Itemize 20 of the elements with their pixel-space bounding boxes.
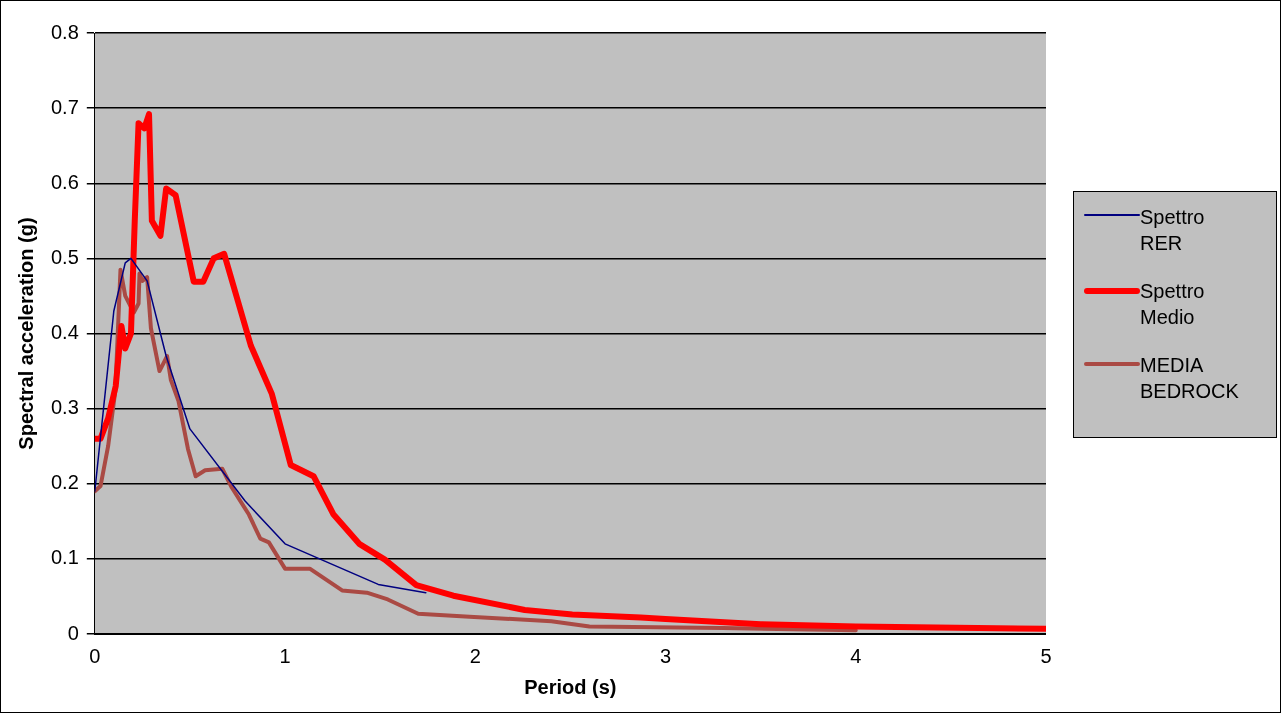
x-tick-label: 5 xyxy=(1040,644,1052,667)
y-tick-label: 0.6 xyxy=(50,170,79,193)
x-tick-label: 2 xyxy=(469,644,481,667)
y-tick-label: 0.8 xyxy=(50,20,79,43)
x-tick-label: 4 xyxy=(850,644,862,667)
y-tick-label: 0.3 xyxy=(50,396,79,419)
legend-label: Spettro RER xyxy=(1140,205,1206,256)
x-tick-label: 0 xyxy=(89,644,101,667)
x-tick-label: 1 xyxy=(279,644,291,667)
legend-label: MEDIA BEDROCK xyxy=(1140,353,1240,404)
y-axis-title: Spectral acceleration (g) xyxy=(14,217,37,450)
legend-label: Spettro Medio xyxy=(1140,279,1206,330)
y-tick-label: 0.7 xyxy=(50,95,79,118)
x-axis-title: Period (s) xyxy=(524,675,617,698)
y-tick-label: 0.2 xyxy=(50,471,79,494)
y-tick-label: 0.1 xyxy=(50,546,79,569)
y-tick-label: 0.5 xyxy=(50,245,79,268)
y-tick-label: 0.4 xyxy=(50,321,79,344)
x-tick-label: 3 xyxy=(659,644,672,667)
y-tick-label: 0 xyxy=(67,621,79,644)
